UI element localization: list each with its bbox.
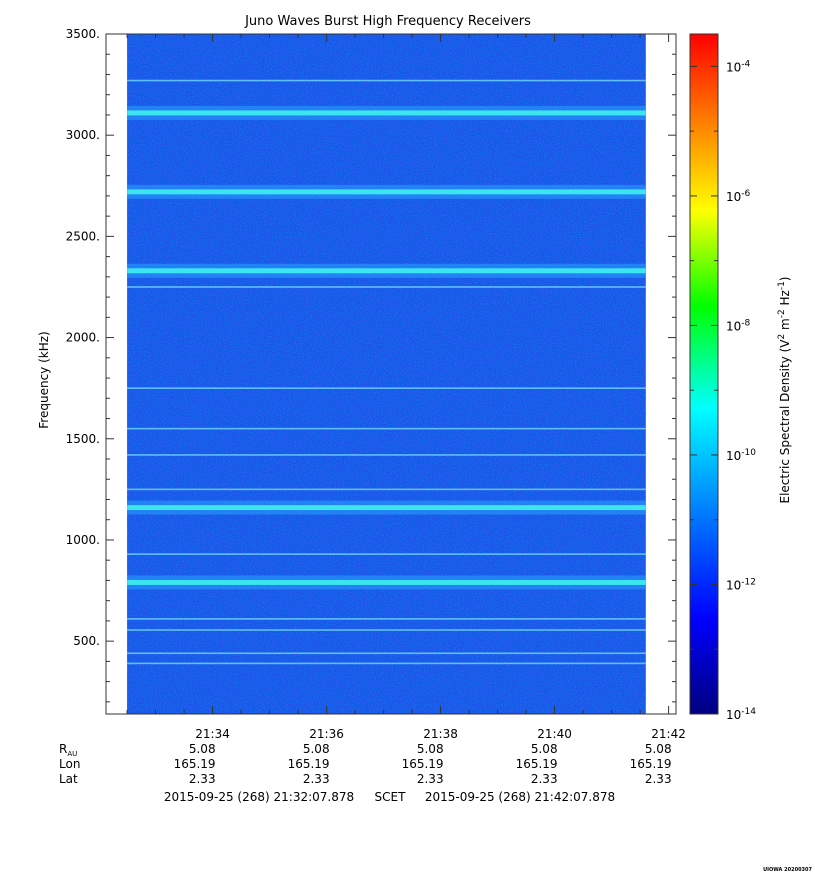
ephemeris-table: RAU 5.08 5.08 5.08 5.08 5.08 Lon 165.19 165.19 16…: [59, 742, 672, 786]
y-tick-label: 1000.: [66, 533, 100, 547]
y-tick-label: 3500.: [66, 27, 100, 41]
narrowband-line: [127, 387, 646, 389]
version-stamp: UIOWA 20200307: [763, 867, 812, 873]
narrowband-line: [127, 79, 646, 82]
ephemeris-value: 2.33: [417, 772, 444, 786]
emission-band: [127, 579, 646, 585]
narrowband-line: [127, 454, 646, 456]
ephemeris-value: 5.08: [303, 742, 330, 756]
ephemeris-value: 2.33: [531, 772, 558, 786]
ephemeris-row-label: Lat: [59, 772, 78, 786]
narrowband-line: [127, 286, 646, 288]
y-tick-label: 500.: [73, 634, 100, 648]
y-axis: 3500. 3000. 2500. 2000. 1500. 1000. 500.: [66, 27, 676, 703]
ephemeris-row-label: RAU: [59, 742, 77, 758]
ephemeris-value: 165.19: [516, 757, 558, 771]
colorbar-tick-label: 10-8: [726, 318, 751, 333]
ephemeris-value: 5.08: [645, 742, 672, 756]
chart-title: Juno Waves Burst High Frequency Receiver…: [244, 14, 531, 29]
colorbar-tick-label: 10-12: [726, 577, 756, 592]
plot-frame: [105, 33, 677, 715]
y-tick-label: 2500.: [66, 229, 100, 243]
x-tick-label: 21:34: [195, 727, 230, 741]
ephemeris-value: 2.33: [303, 772, 330, 786]
time-range-start: 2015-09-25 (268) 21:32:07.878: [164, 790, 354, 804]
ephemeris-value: 165.19: [174, 757, 216, 771]
x-tick-label: 21:40: [537, 727, 572, 741]
ephemeris-value: 5.08: [189, 742, 216, 756]
emission-band: [127, 110, 646, 116]
ephemeris-value: 165.19: [630, 757, 672, 771]
ephemeris-value: 5.08: [417, 742, 444, 756]
colorbar-tick-label: 10-4: [726, 59, 751, 74]
narrowband-line: [127, 488, 646, 491]
x-axis: 21:34 21:36 21:38 21:40 21:42: [126, 34, 686, 741]
narrowband-line: [127, 652, 646, 655]
narrowband-line: [127, 618, 646, 620]
spectrogram-noise: [127, 34, 646, 714]
ephemeris-row-label: Lon: [59, 757, 80, 771]
emission-band: [127, 505, 646, 511]
narrowband-line: [127, 427, 646, 430]
time-range-end: 2015-09-25 (268) 21:42:07.878: [425, 790, 615, 804]
narrowband-line: [127, 553, 646, 555]
narrowband-line: [127, 662, 646, 665]
ephemeris-value: 2.33: [189, 772, 216, 786]
colorbar-label: Electric Spectral Density (V2 m-2 Hz-1): [777, 276, 792, 503]
colorbar: [689, 33, 719, 715]
emission-band: [127, 189, 646, 195]
colorbar-tick-label: 10-6: [726, 189, 751, 204]
emission-band: [127, 268, 646, 274]
y-tick-label: 1500.: [66, 432, 100, 446]
colorbar-ticks: 10-4 10-6 10-8 10-10 10-12 10-14: [690, 59, 756, 722]
colorbar-tick-label: 10-14: [726, 707, 756, 722]
ephemeris-value: 5.08: [531, 742, 558, 756]
time-range-label: SCET: [375, 790, 407, 804]
x-tick-label: 21:36: [309, 727, 344, 741]
x-tick-label: 21:38: [423, 727, 458, 741]
x-tick-label: 21:42: [651, 727, 686, 741]
narrowband-line: [127, 629, 646, 631]
ephemeris-value: 2.33: [645, 772, 672, 786]
y-tick-label: 3000.: [66, 128, 100, 142]
ephemeris-value: 165.19: [402, 757, 444, 771]
ephemeris-value: 165.19: [288, 757, 330, 771]
y-tick-label: 2000.: [66, 331, 100, 345]
spectrogram-plot: [127, 34, 646, 714]
y-axis-label: Frequency (kHz): [37, 331, 51, 428]
colorbar-tick-label: 10-10: [726, 448, 756, 463]
